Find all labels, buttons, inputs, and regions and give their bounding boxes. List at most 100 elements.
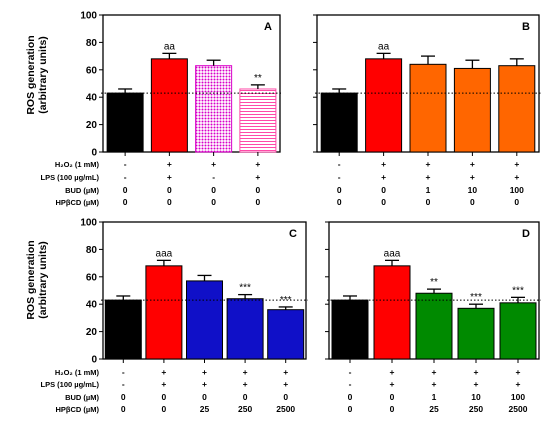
significance-label: ** <box>430 277 438 288</box>
condition-value: 0 <box>514 197 519 207</box>
condition-value: + <box>514 172 519 182</box>
panel-label: C <box>289 228 297 240</box>
condition-value: 100 <box>510 185 524 195</box>
condition-value: - <box>212 172 215 182</box>
condition-value: + <box>514 159 519 169</box>
condition-value: + <box>432 367 437 377</box>
condition-value: 0 <box>167 197 172 207</box>
condition-labels-top: H₂O₂ (1 mM) LPS (100 µg/mL) BUD (µM) HPβ… <box>41 160 100 207</box>
condition-value: - <box>122 379 125 389</box>
significance-label: aaa <box>384 248 401 259</box>
bar <box>453 67 491 153</box>
condition-value: 10 <box>468 185 478 195</box>
y-tick-label: 40 <box>86 300 98 311</box>
condition-value: + <box>167 159 172 169</box>
row-label-h2o2: H₂O₂ (1 mM) <box>55 368 100 377</box>
condition-value: + <box>426 159 431 169</box>
condition-value: + <box>474 367 479 377</box>
row-label-bud: BUD (µM) <box>65 393 99 402</box>
condition-value: 0 <box>167 185 172 195</box>
bar <box>104 299 142 360</box>
condition-value: 0 <box>123 185 128 195</box>
significance-label: *** <box>512 285 524 296</box>
y-tick-label: 0 <box>91 355 97 366</box>
condition-value: + <box>470 159 475 169</box>
condition-value: + <box>202 367 207 377</box>
condition-value: 0 <box>243 392 248 402</box>
panel-label: B <box>522 21 530 33</box>
y-axis-title-top-line2: (arbitrary units) <box>37 36 49 114</box>
significance-label: ** <box>254 73 262 84</box>
condition-value: 0 <box>162 404 167 414</box>
condition-value: 0 <box>123 197 128 207</box>
significance-label: aaa <box>156 248 173 259</box>
condition-value: 0 <box>202 392 207 402</box>
bar <box>457 307 495 360</box>
condition-value: 0 <box>256 197 261 207</box>
bar <box>373 265 411 360</box>
condition-value: 0 <box>211 185 216 195</box>
condition-value: + <box>243 379 248 389</box>
condition-value: + <box>255 159 260 169</box>
y-tick-label: 60 <box>86 65 98 76</box>
panel-c: 0 20 40 60 80 100 - - 0 0 aaa + +0 0 + +0 25 *** + +0 250 ***… <box>80 218 308 414</box>
condition-value: 0 <box>348 392 353 402</box>
condition-value: 100 <box>511 392 525 402</box>
significance-label: *** <box>280 295 292 306</box>
condition-value: 0 <box>283 392 288 402</box>
condition-value: + <box>255 172 260 182</box>
condition-value: 0 <box>390 404 395 414</box>
condition-value: + <box>243 367 248 377</box>
plot-frame <box>102 14 281 153</box>
y-axis-title-bottom-line2: (arbitrary units) <box>37 241 49 319</box>
y-tick-label: 40 <box>86 93 98 104</box>
condition-value: 0 <box>381 185 386 195</box>
condition-labels-bottom: H₂O₂ (1 mM) LPS (100 µg/mL) BUD (µM) HPβ… <box>41 368 100 414</box>
panel-d: - - 0 0 aaa + +0 0 ** + +1 25 *** + +10 250 *** + +100 2500… <box>325 221 541 414</box>
condition-value: 0 <box>390 392 395 402</box>
bar <box>150 58 188 153</box>
condition-value: + <box>390 367 395 377</box>
condition-value: + <box>381 159 386 169</box>
panel-a: 0 20 40 60 80 100 - - 0 0 aa + +0 0 + - 0 0 ** + +0 0 A <box>80 11 282 207</box>
condition-value: 0 <box>121 404 126 414</box>
bar <box>239 88 277 153</box>
condition-value: 2500 <box>509 404 528 414</box>
y-tick-label: 20 <box>86 120 98 131</box>
y-tick-label: 100 <box>80 218 97 229</box>
row-label-lps: LPS (100 µg/mL) <box>41 173 100 182</box>
bar <box>145 265 183 360</box>
condition-value: 250 <box>469 404 483 414</box>
condition-value: + <box>283 379 288 389</box>
y-axis-title-bottom-line1: ROS generation <box>25 240 37 319</box>
row-label-lps: LPS (100 µg/mL) <box>41 380 100 389</box>
condition-value: + <box>516 379 521 389</box>
condition-value: 0 <box>470 197 475 207</box>
condition-value: + <box>161 379 166 389</box>
condition-value: 2500 <box>276 404 295 414</box>
condition-value: 25 <box>200 404 210 414</box>
condition-value: 0 <box>211 197 216 207</box>
condition-value: 0 <box>348 404 353 414</box>
condition-value: - <box>349 367 352 377</box>
condition-value: 25 <box>429 404 439 414</box>
condition-value: 0 <box>381 197 386 207</box>
bar <box>365 58 403 153</box>
y-tick-label: 80 <box>86 245 98 256</box>
bar <box>499 302 537 360</box>
y-tick-label: 60 <box>86 272 98 283</box>
row-label-h2o2: H₂O₂ (1 mM) <box>55 160 100 169</box>
condition-value: - <box>349 379 352 389</box>
condition-value: - <box>338 159 341 169</box>
condition-value: - <box>124 159 127 169</box>
panel-label: D <box>522 228 530 240</box>
condition-value: + <box>161 367 166 377</box>
condition-value: + <box>381 172 386 182</box>
significance-label: *** <box>239 283 251 294</box>
significance-label: aa <box>378 41 390 52</box>
condition-value: + <box>202 379 207 389</box>
condition-value: 10 <box>471 392 481 402</box>
bar <box>195 65 233 153</box>
condition-value: + <box>470 172 475 182</box>
